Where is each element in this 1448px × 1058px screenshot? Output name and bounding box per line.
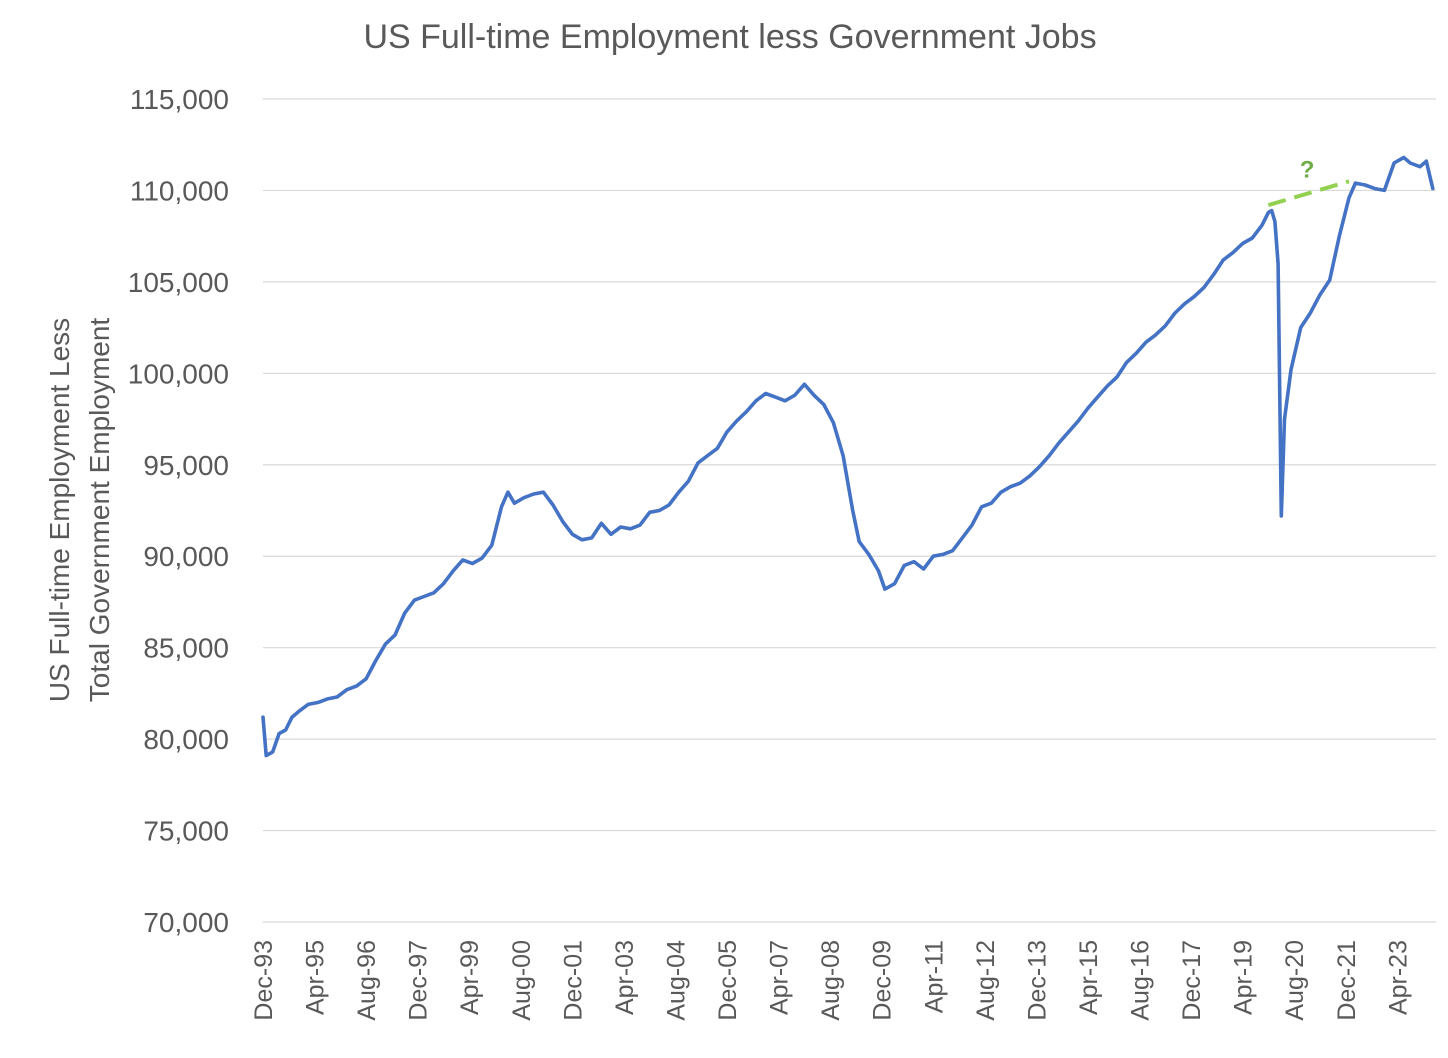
y-tick-label: 105,000: [128, 267, 229, 298]
x-tick-label: Aug-00: [508, 940, 536, 1021]
x-tick-label: Apr-15: [1075, 940, 1103, 1015]
x-tick-label: Aug-04: [662, 940, 690, 1021]
y-tick-label: 100,000: [128, 358, 229, 389]
x-tick-label: Aug-08: [817, 940, 845, 1021]
x-tick-label: Apr-11: [920, 940, 948, 1013]
y-tick-label: 95,000: [143, 450, 229, 481]
x-tick-label: Dec-97: [405, 940, 433, 1021]
x-tick-label: Apr-99: [456, 940, 484, 1015]
y-tick-label: 75,000: [143, 816, 229, 847]
x-tick-label: Dec-09: [869, 940, 897, 1021]
x-tick-label: Aug-12: [972, 940, 1000, 1021]
series-line: [261, 155, 1435, 758]
x-tick-label: Apr-19: [1230, 940, 1258, 1015]
x-tick-label: Aug-20: [1281, 940, 1309, 1021]
x-tick-label: Dec-17: [1178, 940, 1206, 1021]
y-tick-label: 90,000: [143, 541, 229, 572]
x-tick-label: Apr-03: [611, 940, 639, 1015]
x-tick-label: Dec-05: [714, 940, 742, 1021]
x-tick-label: Apr-23: [1384, 940, 1412, 1015]
y-tick-label: 80,000: [143, 724, 229, 755]
x-tick-label: Dec-21: [1333, 940, 1361, 1021]
y-tick-label: 70,000: [143, 907, 229, 938]
x-tick-label: Dec-13: [1023, 940, 1051, 1021]
annotation-question-mark: ?: [1300, 157, 1315, 184]
y-tick-label: 115,000: [130, 84, 229, 115]
x-tick-label: Aug-16: [1127, 940, 1155, 1021]
x-tick-label: Apr-07: [766, 940, 794, 1015]
y-tick-label: 110,000: [130, 175, 229, 206]
x-tick-label: Dec-93: [250, 940, 278, 1021]
x-tick-label: Dec-01: [559, 940, 587, 1021]
x-tick-label: Apr-95: [302, 940, 330, 1015]
chart-title: US Full-time Employment less Government …: [363, 18, 1097, 56]
y-tick-label: 85,000: [143, 633, 229, 664]
trend-projection-line: [1267, 179, 1350, 208]
x-tick-label: Aug-96: [353, 940, 381, 1021]
